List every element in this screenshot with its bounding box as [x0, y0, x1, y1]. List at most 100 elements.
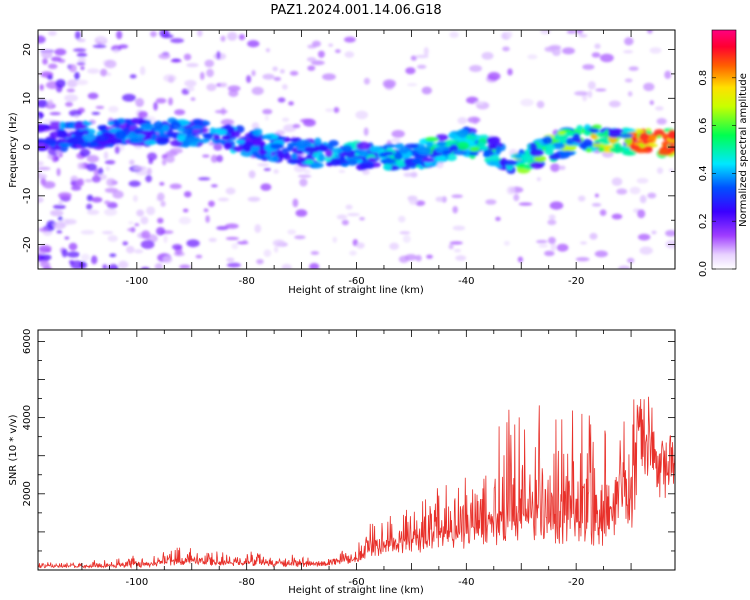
spectrogram-noise-blob: [64, 236, 70, 240]
spectrogram-noise-blob: [623, 50, 634, 54]
spectrogram-noise-blob: [206, 68, 214, 78]
spectrogram-noise-blob: [228, 89, 239, 97]
spectrogram-signal-blob: [436, 141, 447, 147]
spectrogram-noise-blob: [294, 235, 306, 240]
spectrogram-noise-blob: [295, 209, 308, 217]
spectrogram-noise-blob: [106, 72, 112, 76]
spectrogram-noise-blob: [157, 217, 164, 224]
spectrogram-noise-blob: [262, 73, 275, 80]
spectrogram-signal-blob: [624, 136, 633, 146]
spectrogram-noise-blob: [292, 124, 301, 129]
spectrogram-noise-blob: [50, 56, 62, 62]
spectrogram-noise-blob: [214, 109, 228, 114]
figure-title: PAZ1.2024.001.14.06.G18: [270, 3, 441, 18]
snr-xlabel: Height of straight line (km): [288, 585, 424, 596]
spectrogram-noise-blob: [289, 70, 299, 76]
spectrogram-noise-blob: [76, 52, 88, 58]
spectrogram-signal-blob: [446, 154, 457, 162]
spectrogram-signal-blob: [533, 155, 547, 163]
spectrogram-noise-blob: [238, 34, 246, 41]
spectrogram-signal-blob: [58, 142, 73, 147]
spectrogram-noise-blob: [578, 34, 588, 38]
spectrogram-signal-blob: [424, 136, 439, 142]
spectrogram-noise-blob: [334, 49, 341, 54]
spectrogram-signal-blob: [383, 143, 396, 149]
spectrogram-noise-blob: [38, 227, 49, 232]
spectrogram-noise-blob: [174, 109, 186, 116]
spectrogram-noise-blob: [558, 165, 566, 171]
spectrogram-noise-blob: [481, 52, 494, 60]
spectrogram-noise-blob: [61, 248, 68, 258]
spectrogram-noise-blob: [104, 208, 118, 216]
spectrogram-noise-blob: [416, 64, 427, 69]
spectrogram-noise-blob: [103, 151, 109, 160]
spectrogram-noise-blob: [190, 97, 196, 101]
snr-xtick-label: -80: [239, 577, 255, 588]
spectrogram-noise-blob: [183, 53, 192, 61]
spectrogram-signal-blob: [190, 125, 204, 130]
spectrogram-signal-blob: [623, 146, 631, 152]
snr-ylabel: SNR (10 * v/v): [8, 414, 19, 485]
spectrogram-noise-blob: [154, 263, 163, 269]
spectrogram-noise-blob: [265, 48, 271, 53]
spectrogram-signal-blob: [57, 129, 68, 139]
spectrogram-noise-blob: [647, 30, 653, 34]
spectrogram-noise-blob: [74, 71, 80, 81]
spectrogram-signal-blob: [339, 155, 346, 164]
spectrogram-signal-blob: [69, 137, 85, 146]
spectrogram-noise-blob: [47, 99, 54, 108]
spectrogram-noise-blob: [86, 209, 100, 215]
spectrogram-noise-blob: [150, 30, 157, 38]
spectrogram-noise-blob: [77, 38, 86, 43]
spectrogram-noise-blob: [168, 97, 173, 106]
spectrogram-noise-blob: [210, 154, 218, 163]
spectrogram-noise-blob: [157, 192, 165, 202]
spectrogram-noise-blob: [104, 159, 116, 165]
spectrogram-noise-blob: [649, 47, 662, 54]
spectrogram-noise-blob: [171, 244, 183, 250]
spectrogram-noise-blob: [535, 239, 548, 244]
spectrogram-signal-blob: [304, 159, 314, 164]
spectrogram-xtick-label: -40: [458, 276, 474, 287]
spectrogram-noise-blob: [574, 91, 589, 96]
spectrogram-noise-blob: [281, 84, 288, 90]
spectrogram-noise-blob: [595, 88, 607, 92]
spectrogram-signal-blob: [633, 147, 649, 154]
spectrogram-noise-blob: [415, 254, 422, 262]
spectrogram-signal-blob: [59, 121, 66, 130]
spectrogram-signal-blob: [197, 138, 211, 144]
spectrogram-signal-blob: [609, 146, 625, 154]
spectrogram-marks: [38, 30, 675, 269]
spectrogram-noise-blob: [134, 249, 144, 254]
spectrogram-signal-blob: [484, 157, 491, 163]
spectrogram-noise-blob: [527, 54, 538, 60]
spectrogram-noise-blob: [398, 215, 406, 223]
spectrogram-signal-blob: [177, 127, 185, 133]
spectrogram-noise-blob: [328, 43, 334, 47]
spectrogram-signal-blob: [261, 134, 273, 140]
spectrogram-noise-blob: [616, 188, 628, 195]
spectrogram-signal-blob: [296, 150, 304, 155]
spectrogram-signal-blob: [639, 132, 650, 141]
spectrogram-noise-blob: [74, 115, 79, 119]
spectrogram-signal-blob: [564, 132, 575, 137]
spectrogram-noise-blob: [518, 202, 533, 206]
spectrogram-signal-blob: [529, 161, 544, 169]
spectrogram-signal-blob: [38, 123, 47, 133]
spectrogram-noise-blob: [128, 221, 134, 225]
spectrogram-signal-blob: [595, 132, 607, 138]
spectrogram-noise-blob: [126, 245, 135, 254]
spectrogram-noise-blob: [155, 226, 166, 236]
colorbar-tick-label: 0.4: [698, 165, 709, 181]
spectrogram-noise-blob: [256, 258, 264, 265]
spectrogram-noise-blob: [54, 48, 67, 56]
spectrogram-signal-blob: [112, 120, 121, 128]
spectrogram-noise-blob: [575, 257, 590, 262]
spectrogram-noise-blob: [303, 169, 311, 175]
spectrogram-noise-blob: [220, 35, 226, 42]
spectrogram-noise-blob: [536, 100, 545, 109]
spectrogram-noise-blob: [108, 105, 119, 113]
spectrogram-noise-blob: [345, 204, 353, 210]
spectrogram-noise-blob: [42, 181, 56, 189]
spectrogram-signal-blob: [327, 143, 334, 151]
